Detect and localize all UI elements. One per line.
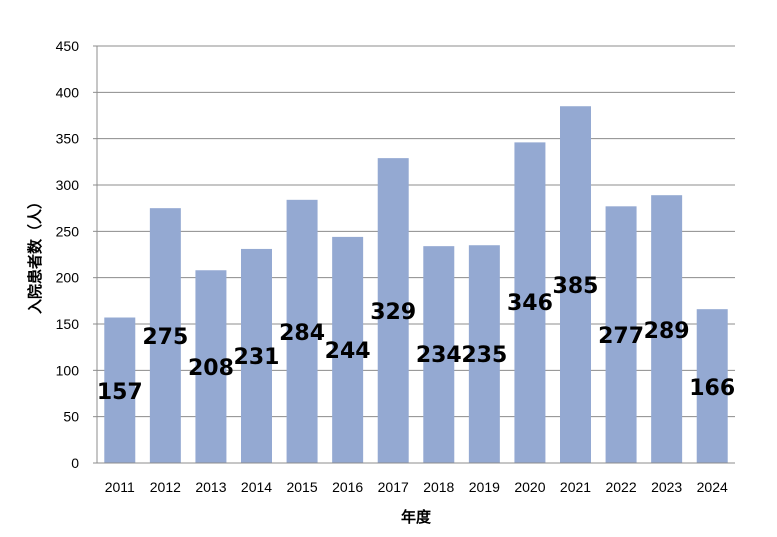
data-label-2016: 244 xyxy=(325,339,371,364)
data-label-2020: 346 xyxy=(507,291,553,316)
bar-2012 xyxy=(149,208,181,463)
data-label-2018: 234 xyxy=(416,343,462,368)
bar-2022 xyxy=(605,206,637,463)
x-tick-label: 2017 xyxy=(378,479,409,495)
data-label-2023: 289 xyxy=(644,319,690,344)
data-label-2015: 284 xyxy=(279,321,325,346)
x-tick-label: 2023 xyxy=(651,479,682,495)
y-tick-label: 450 xyxy=(56,38,80,54)
x-tick-label: 2015 xyxy=(286,479,317,495)
y-tick-label: 200 xyxy=(56,270,80,286)
y-tick-label: 250 xyxy=(56,223,80,239)
data-label-2011: 157 xyxy=(97,380,143,405)
y-tick-labels: 0 50 100 150 200 250 300 350 400 450 xyxy=(56,38,80,471)
bar-2019 xyxy=(468,245,500,463)
bar-2011 xyxy=(104,317,136,463)
x-tick-label: 2022 xyxy=(605,479,636,495)
data-label-2017: 329 xyxy=(370,300,416,325)
axes xyxy=(93,45,735,464)
x-tick-label: 2020 xyxy=(514,479,545,495)
data-label-2024: 166 xyxy=(689,376,735,401)
y-tick-label: 350 xyxy=(56,131,80,147)
x-axis-title: 年度 xyxy=(401,508,432,526)
x-tick-label: 2013 xyxy=(195,479,226,495)
bar-2021 xyxy=(560,106,591,463)
y-tick-label: 300 xyxy=(56,177,80,193)
x-tick-label: 2012 xyxy=(150,479,181,495)
y-tick-label: 150 xyxy=(56,316,80,332)
bar-2014 xyxy=(241,248,272,463)
data-label-2012: 275 xyxy=(142,325,188,350)
data-label-2014: 231 xyxy=(234,345,280,370)
bars xyxy=(104,106,728,464)
x-tick-label: 2016 xyxy=(332,479,363,495)
data-label-2013: 208 xyxy=(188,356,234,381)
bar-2015 xyxy=(286,199,318,463)
y-tick-label: 50 xyxy=(63,409,79,425)
data-label-2021: 385 xyxy=(553,274,599,299)
x-tick-label: 2011 xyxy=(105,479,135,495)
x-tick-label: 2021 xyxy=(560,479,591,495)
x-tick-label: 2018 xyxy=(423,479,454,495)
x-tick-label: 2014 xyxy=(241,479,272,495)
bar-2013 xyxy=(195,270,227,463)
bar-2018 xyxy=(423,246,455,463)
y-axis-title: 入院患者数（人） xyxy=(26,194,44,314)
y-tick-label: 400 xyxy=(56,84,80,100)
x-tick-label: 2019 xyxy=(469,479,500,495)
data-label-2022: 277 xyxy=(598,324,644,349)
x-tick-labels: 2011 2012 2013 2014 2015 2016 2017 2018 2019 2020… xyxy=(105,479,728,495)
bar-2024 xyxy=(696,309,728,463)
x-tick-label: 2024 xyxy=(697,479,728,495)
y-tick-label: 0 xyxy=(71,455,79,471)
data-label-2019: 235 xyxy=(461,343,507,368)
y-tick-label: 100 xyxy=(56,362,80,378)
bar-2017 xyxy=(377,158,409,464)
bar-2023 xyxy=(651,195,683,463)
bar-2020 xyxy=(514,142,546,463)
bar-2016 xyxy=(332,236,364,463)
